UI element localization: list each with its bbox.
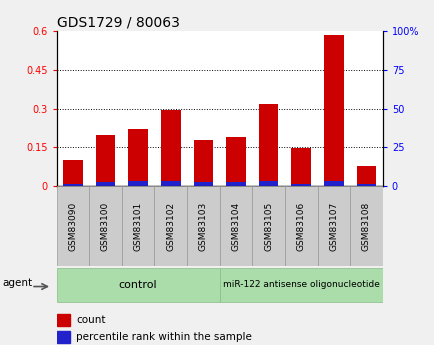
Bar [226,181,245,186]
FancyBboxPatch shape [349,186,382,266]
Text: GDS1729 / 80063: GDS1729 / 80063 [56,16,179,30]
Bar [356,184,375,186]
FancyBboxPatch shape [154,186,187,266]
Text: agent: agent [3,278,33,288]
Text: GSM83108: GSM83108 [361,201,370,250]
Bar [56,314,69,326]
Text: GSM83102: GSM83102 [166,201,175,250]
FancyBboxPatch shape [56,186,89,266]
Text: GSM83106: GSM83106 [296,201,305,250]
FancyBboxPatch shape [317,186,349,266]
Bar [161,110,180,186]
Text: GSM83105: GSM83105 [263,201,273,250]
Text: GSM83090: GSM83090 [68,201,77,250]
Text: percentile rank within the sample: percentile rank within the sample [76,333,251,342]
Bar [193,181,213,186]
Bar [63,160,82,186]
FancyBboxPatch shape [252,186,284,266]
Text: miR-122 antisense oligonucleotide: miR-122 antisense oligonucleotide [222,280,379,289]
Bar [291,148,310,186]
FancyBboxPatch shape [219,268,382,302]
Bar [323,181,343,186]
Bar [258,181,278,186]
Bar [161,181,180,186]
Bar [291,184,310,186]
Bar [323,35,343,186]
Bar [226,137,245,186]
Bar [95,135,115,186]
FancyBboxPatch shape [122,186,154,266]
Text: control: control [118,280,157,289]
FancyBboxPatch shape [56,268,219,302]
Bar [193,140,213,186]
Bar [56,331,69,343]
Text: GSM83103: GSM83103 [198,201,207,250]
Bar [128,129,148,186]
Text: count: count [76,315,105,325]
Text: GSM83100: GSM83100 [101,201,110,250]
Bar [95,181,115,186]
Bar [63,184,82,186]
FancyBboxPatch shape [219,186,252,266]
FancyBboxPatch shape [89,186,122,266]
Text: GSM83104: GSM83104 [231,201,240,250]
FancyBboxPatch shape [284,186,317,266]
Text: GSM83107: GSM83107 [329,201,338,250]
Bar [258,104,278,186]
Text: GSM83101: GSM83101 [133,201,142,250]
Bar [128,181,148,186]
FancyBboxPatch shape [187,186,219,266]
Bar [356,166,375,186]
